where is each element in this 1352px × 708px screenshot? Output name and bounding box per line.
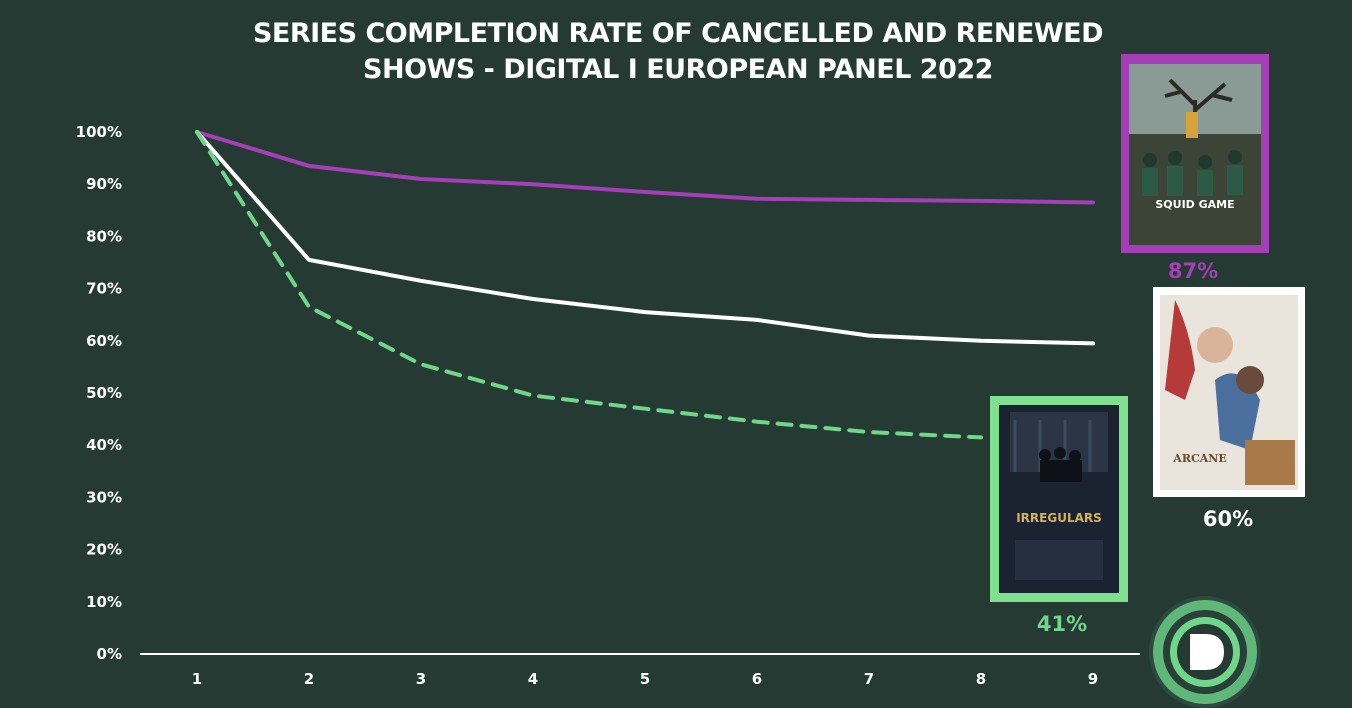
y-tick-label: 50% — [86, 384, 122, 402]
squid-game-poster-title: SQUID GAME — [1155, 198, 1234, 211]
x-tick-label: 6 — [752, 670, 762, 688]
y-axis-ticks: 0% 10% 20% 30% 40% 50% 60% 70% 80% 90% 100% — [76, 123, 122, 663]
arcane-poster: ARCANE — [1153, 287, 1305, 497]
x-tick-label: 8 — [976, 670, 986, 688]
chart-title-line-1: SERIES COMPLETION RATE OF CANCELLED AND … — [253, 18, 1103, 49]
y-tick-label: 60% — [86, 332, 122, 350]
irregulars-end-label: 41% — [1037, 612, 1087, 636]
squid-game-end-label: 87% — [1168, 259, 1218, 283]
y-tick-label: 100% — [76, 123, 122, 141]
x-tick-label: 7 — [864, 670, 874, 688]
y-tick-label: 70% — [86, 280, 122, 298]
y-tick-label: 80% — [86, 227, 122, 245]
x-tick-label: 2 — [304, 670, 314, 688]
irregulars-poster: IRREGULARS — [990, 396, 1128, 602]
series-lines — [195, 130, 1095, 440]
chart-title-line-2: SHOWS - DIGITAL I EUROPEAN PANEL 2022 — [363, 54, 993, 85]
y-tick-label: 20% — [86, 541, 122, 559]
x-tick-label: 9 — [1088, 670, 1098, 688]
y-tick-label: 0% — [97, 645, 122, 663]
squid-game-poster: SQUID GAME — [1121, 54, 1269, 253]
arcane-end-label: 60% — [1203, 507, 1253, 531]
x-tick-label: 5 — [640, 670, 650, 688]
x-tick-label: 3 — [416, 670, 426, 688]
y-tick-label: 30% — [86, 488, 122, 506]
x-tick-label: 1 — [192, 670, 202, 688]
series-line-1 — [195, 130, 1095, 205]
brand-logo: D — [1149, 596, 1261, 708]
y-tick-label: 10% — [86, 593, 122, 611]
arcane-poster-title: ARCANE — [1172, 452, 1226, 465]
series-line-3 — [195, 130, 983, 440]
x-axis-ticks: 1 2 3 4 5 6 7 8 9 — [192, 670, 1098, 688]
series-line-2 — [195, 130, 1095, 346]
y-tick-label: 40% — [86, 436, 122, 454]
x-tick-label: 4 — [528, 670, 538, 688]
y-tick-label: 90% — [86, 175, 122, 193]
irregulars-poster-title: IRREGULARS — [1016, 511, 1102, 525]
